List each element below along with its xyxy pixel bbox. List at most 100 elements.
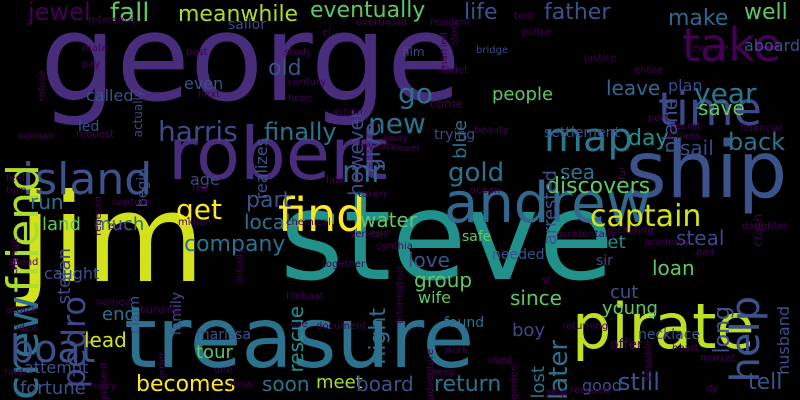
word-cadet: cadet: [440, 65, 469, 76]
word-good: good: [582, 376, 622, 395]
word-go: go: [398, 77, 433, 110]
word-needed: needed: [492, 247, 545, 263]
word-attempt: attempt: [24, 358, 89, 377]
word-fur: fur: [617, 166, 628, 180]
word-heart: heart: [672, 343, 699, 354]
word-reference: reference: [88, 15, 136, 26]
word-building: building: [140, 305, 181, 316]
word-adventure: adventure: [425, 348, 436, 400]
word-eye: eye: [108, 221, 127, 232]
word-soon: soon: [262, 372, 310, 396]
word-bridge: bridge: [476, 45, 509, 56]
word-market: market: [700, 353, 736, 364]
word-make: make: [668, 6, 729, 31]
word-revenge: revenge: [688, 43, 729, 54]
word-water: water: [360, 208, 417, 232]
word-miss: miss: [230, 379, 253, 390]
word-spend: spend: [8, 257, 39, 268]
word-ship: ship: [626, 126, 788, 216]
word-police: police: [522, 27, 552, 38]
word-accidentally: accidentally: [556, 229, 617, 240]
word-sir: sir: [596, 253, 613, 269]
word-study: study: [284, 47, 312, 58]
word-trio: trio: [372, 229, 389, 240]
word-mr: mr: [342, 155, 384, 190]
word-port: port: [648, 113, 669, 124]
word-refuse: refuse: [37, 70, 48, 102]
word-one: one: [214, 365, 233, 376]
word-sail: sail: [680, 136, 714, 160]
word-together: together: [322, 259, 366, 270]
word-ocean: ocean: [470, 185, 501, 196]
word-time: time: [658, 82, 762, 136]
word-red: red: [192, 183, 209, 194]
word-people: people: [492, 84, 554, 105]
word-beauty: beauty: [474, 125, 509, 136]
word-end: end: [102, 304, 136, 325]
word-captain: captain: [590, 199, 702, 234]
word-feel: feel: [6, 173, 25, 184]
word-capture: capture: [112, 197, 151, 208]
word-loan: loan: [652, 256, 695, 280]
word-sea: sea: [560, 160, 595, 184]
word-attack: attack: [6, 305, 38, 316]
word-resident: resident: [430, 17, 471, 28]
word-old: old: [268, 56, 302, 81]
word-fall: fall: [110, 0, 150, 28]
word-even: even: [184, 74, 224, 93]
word-find: find: [278, 188, 366, 242]
word-rescued: rescued: [570, 385, 610, 396]
word-local: local: [244, 210, 291, 234]
word-raid: raid: [4, 367, 24, 378]
word-harris: harris: [158, 115, 238, 148]
word-actually: actually: [131, 90, 145, 138]
word-late: late: [326, 175, 345, 186]
word-marissa: marissa: [196, 327, 252, 343]
word-robert: robert: [168, 112, 388, 196]
word-board: board: [356, 372, 414, 396]
word-mate: mate: [82, 43, 108, 54]
word-company: company: [184, 232, 286, 257]
word-father: father: [544, 0, 611, 25]
word-necklace: necklace: [638, 327, 701, 343]
word-initially: initially: [235, 248, 246, 285]
word-year: year: [694, 77, 757, 110]
word-pair: pair: [696, 247, 716, 258]
word-document: document: [316, 321, 367, 332]
word-boy: boy: [512, 320, 546, 341]
word-steal: steal: [676, 226, 725, 250]
word-day: day: [628, 126, 669, 151]
word-found: found: [444, 315, 485, 331]
word-st: st: [542, 275, 552, 286]
word-sailor: sailor: [228, 17, 266, 33]
word-away: away: [382, 133, 409, 144]
word-pay: pay: [82, 59, 101, 70]
word-jim: jim: [18, 168, 205, 310]
word-pirate: pirate: [572, 290, 755, 363]
word-gold: gold: [448, 158, 505, 188]
word-save: save: [698, 96, 745, 120]
word-since: since: [510, 286, 562, 310]
word-named: named: [96, 297, 131, 308]
word-next: next: [198, 89, 221, 100]
word-bird: bird: [514, 11, 534, 22]
word-life: life: [464, 0, 498, 25]
word-husband: husband: [774, 306, 793, 375]
word-used: used: [488, 355, 513, 366]
word-map: map: [544, 115, 633, 161]
word-century: century: [288, 77, 327, 88]
word-come: come: [430, 97, 464, 111]
word-offer: offer: [610, 337, 643, 353]
word-still: still: [618, 368, 660, 396]
word-use: use: [290, 319, 308, 330]
word-information: information: [395, 266, 406, 324]
word-chemical: chemical: [286, 217, 331, 228]
word-jewel: jewel: [28, 0, 91, 26]
word-series: series: [350, 229, 380, 240]
word-cut: cut: [610, 282, 639, 303]
word-returning: returning: [562, 321, 609, 332]
word-safe: safe: [462, 229, 492, 245]
word-george: george: [40, 0, 461, 129]
word-rebecca: rebecca: [93, 196, 104, 236]
word-harry: harry: [90, 381, 117, 392]
